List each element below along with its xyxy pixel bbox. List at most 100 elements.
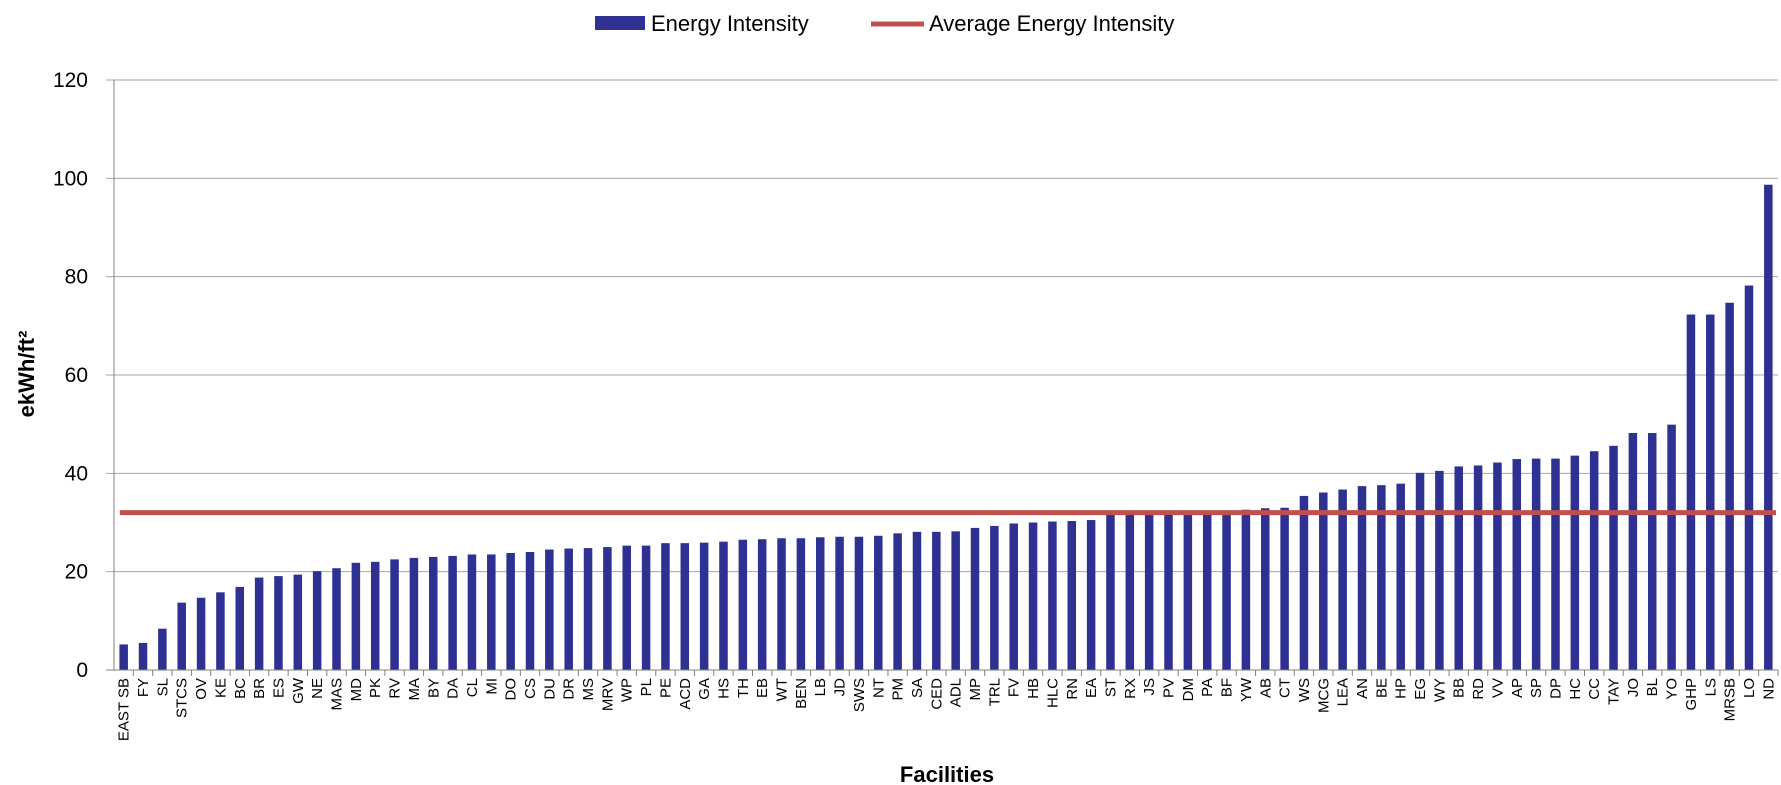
x-tick-label: YO [1664, 678, 1681, 700]
bar [1028, 522, 1038, 670]
x-axis-title: Facilities [900, 762, 994, 785]
x-tick-label: VV [1489, 678, 1506, 698]
bar [1299, 495, 1309, 670]
bar [312, 571, 322, 670]
x-tick-label: CC [1586, 678, 1603, 700]
x-tick-label: CL [464, 678, 481, 697]
x-tick-label: WT [774, 678, 791, 701]
x-tick-label: LB [812, 678, 829, 696]
x-tick-label: HB [1025, 678, 1042, 699]
x-tick-label: TRL [986, 678, 1003, 706]
x-tick-label: HS [715, 678, 732, 699]
y-axis-title: ekWh/ft² [14, 331, 39, 418]
axes [113, 80, 1778, 671]
x-tick-label: RX [1122, 678, 1139, 699]
bar [622, 545, 632, 670]
x-tick-label: BEN [793, 678, 810, 709]
x-axis-ticks: EAST SB FY SL STCS OV KE BC BR ES GW NE MAS MD PK RV MA… [116, 670, 1779, 741]
bar [680, 543, 690, 670]
x-tick-label: PA [1199, 678, 1216, 697]
x-tick-label: FV [1006, 678, 1023, 697]
x-tick-label: HC [1567, 678, 1584, 700]
bar [699, 542, 709, 670]
x-tick-label: EA [1083, 678, 1100, 698]
x-tick-label: BE [1373, 678, 1390, 698]
bar [990, 525, 999, 670]
x-tick-label: DU [541, 678, 558, 700]
bar [1222, 511, 1231, 670]
x-tick-label: WY [1431, 678, 1448, 702]
x-tick-label: AP [1509, 678, 1526, 698]
bar [1493, 462, 1502, 670]
bar [1512, 459, 1522, 670]
y-tick-label: 80 [65, 266, 88, 289]
bar [1048, 521, 1057, 670]
bar [1589, 451, 1599, 670]
bar [1338, 489, 1347, 670]
x-tick-label: MD [348, 678, 365, 701]
bar [274, 576, 283, 670]
x-tick-label: MA [406, 678, 423, 701]
bar [390, 559, 399, 670]
x-tick-label: DM [1180, 678, 1197, 701]
x-tick-label: BC [232, 678, 249, 699]
bar [1357, 486, 1367, 670]
bar [1280, 507, 1289, 670]
x-tick-label: JD [832, 678, 849, 697]
x-tick-label: WS [1296, 678, 1313, 702]
x-tick-label: STCS [174, 678, 191, 718]
bar [1241, 509, 1251, 670]
bar [1164, 512, 1173, 670]
x-tick-label: LEA [1335, 678, 1352, 706]
x-tick-label: FY [135, 678, 152, 697]
bar [370, 561, 380, 670]
bar [351, 562, 361, 670]
bar [719, 541, 728, 670]
bar [1725, 302, 1734, 670]
bar [796, 538, 806, 670]
bar [1473, 465, 1483, 670]
x-tick-label: PL [638, 678, 655, 696]
bar [1609, 445, 1618, 670]
x-tick-label: PV [1161, 678, 1178, 698]
bar [545, 549, 554, 670]
bar [641, 545, 651, 670]
bar [738, 539, 748, 670]
bar [874, 535, 883, 670]
x-tick-label: AB [1257, 678, 1274, 698]
bar [1319, 492, 1328, 670]
x-tick-label: OV [193, 678, 210, 700]
bar [428, 556, 438, 670]
x-tick-label: ADL [948, 678, 965, 707]
bar [1067, 521, 1077, 670]
x-tick-label: RV [387, 678, 404, 699]
y-tick-label: 120 [53, 69, 88, 92]
x-tick-label: BF [1219, 678, 1236, 697]
bar [1744, 285, 1754, 670]
bar [1009, 523, 1018, 670]
x-tick-label: MRSB [1722, 678, 1739, 721]
x-tick-label: BY [425, 678, 442, 698]
bar [1415, 472, 1425, 670]
bar [932, 531, 941, 670]
x-tick-label: SA [909, 678, 926, 698]
bar [1706, 314, 1715, 670]
bar [1435, 470, 1444, 670]
x-tick-label: TH [735, 678, 752, 698]
bar [506, 552, 515, 670]
x-tick-label: CED [928, 678, 945, 710]
x-tick-label: EG [1412, 678, 1429, 700]
x-tick-label: LO [1741, 678, 1758, 698]
x-tick-label: MS [580, 678, 597, 701]
x-tick-label: GHP [1683, 678, 1700, 711]
x-tick-label: YW [1238, 677, 1255, 702]
x-tick-label: ST [1102, 678, 1119, 697]
x-tick-label: EAST SB [116, 678, 133, 741]
bar [1667, 424, 1676, 670]
bar [177, 602, 186, 670]
x-tick-label: JO [1625, 678, 1642, 697]
x-tick-label: JS [1141, 678, 1158, 696]
y-tick-label: 20 [65, 561, 88, 584]
x-tick-label: SWS [851, 678, 868, 712]
